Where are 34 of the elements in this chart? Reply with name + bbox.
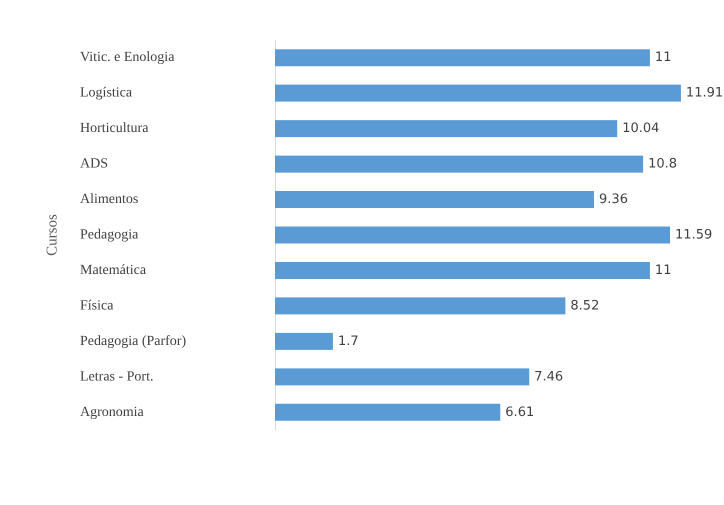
bar	[275, 191, 594, 208]
y-tick-label: Física	[80, 298, 114, 314]
y-tick-label: Pedagogia (Parfor)	[80, 334, 186, 349]
bar	[275, 404, 500, 421]
y-tick-label: Alimentos	[80, 192, 138, 208]
data-label: 11	[654, 262, 672, 278]
bar	[275, 120, 618, 138]
y-tick-label: ADS	[80, 156, 108, 172]
data-label: 7.46	[534, 369, 564, 384]
data-label: 11.91	[686, 86, 724, 101]
bar	[275, 368, 530, 386]
data-label: 8.52	[570, 298, 600, 314]
y-tick-label: Vitic. e Enologia	[80, 50, 176, 66]
y-tick-label: Matemática	[80, 262, 147, 278]
bar	[275, 332, 333, 350]
bar	[275, 49, 650, 66]
bar	[275, 297, 566, 314]
y-axis-title: Cursos	[44, 214, 60, 256]
bar	[275, 84, 681, 102]
data-label: 9.36	[599, 192, 628, 208]
bar	[275, 262, 650, 279]
y-tick-label: Pedagogia	[80, 228, 140, 242]
data-label: 1.7	[338, 334, 359, 349]
y-tick-label: Agronomia	[80, 404, 145, 420]
data-label: 10.8	[648, 156, 678, 172]
data-label: 6.61	[505, 404, 534, 420]
y-tick-label: Logística	[80, 86, 133, 101]
data-label: 11	[654, 50, 672, 66]
y-tick-label: Horticultura	[80, 121, 150, 136]
bar	[275, 226, 670, 244]
y-tick-label: Letras - Port.	[80, 369, 154, 384]
data-label: 11.59	[675, 228, 712, 242]
bar	[275, 156, 644, 173]
data-label: 10.04	[622, 121, 660, 136]
